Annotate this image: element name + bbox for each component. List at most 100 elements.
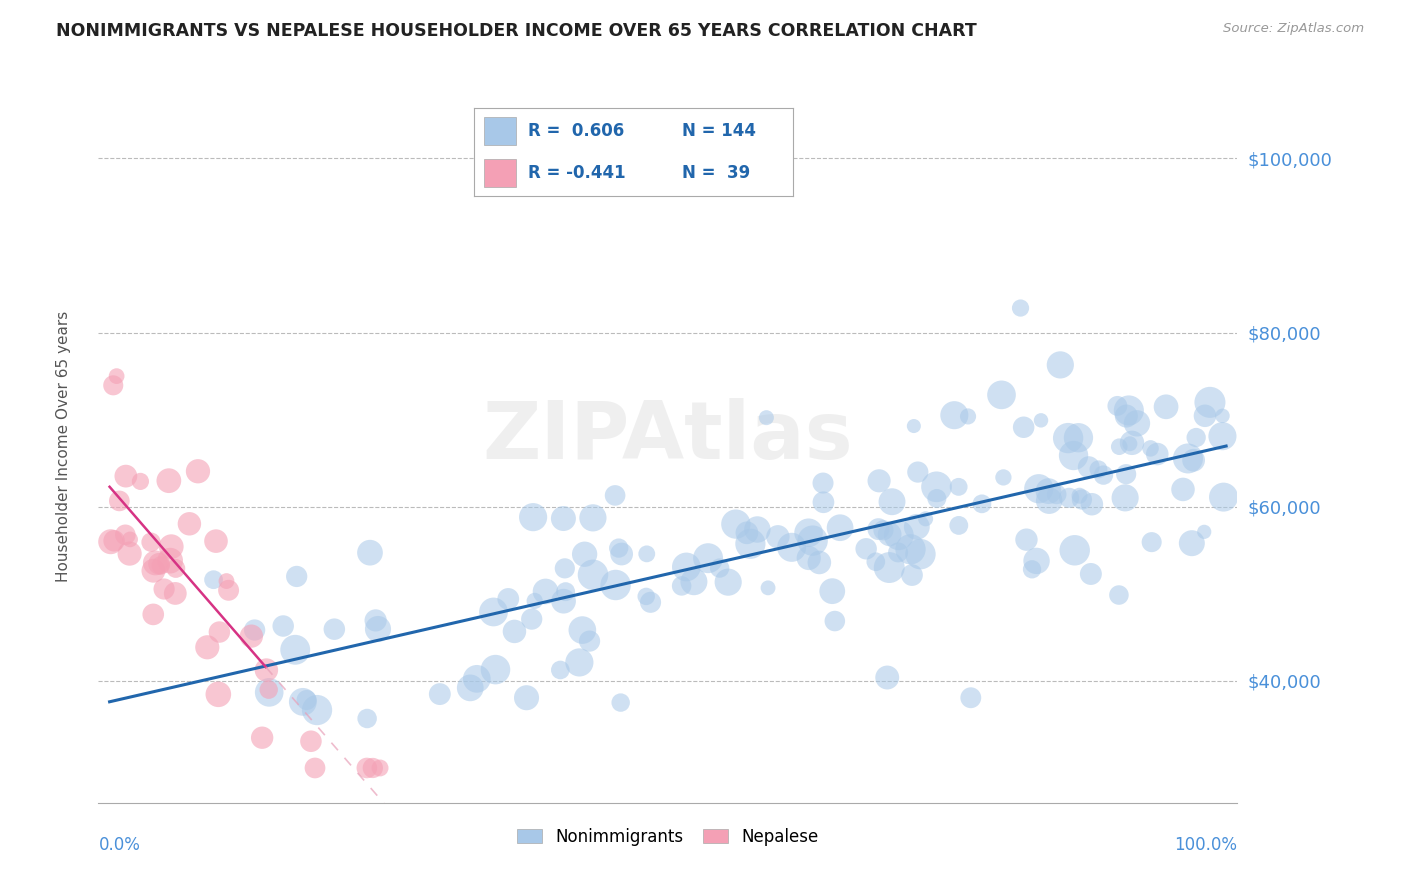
Point	[605, 578, 627, 592]
Text: ZIPAtlas: ZIPAtlas	[482, 398, 853, 476]
Point	[1029, 413, 1052, 427]
Point	[145, 556, 167, 570]
Point	[523, 594, 546, 608]
Point	[959, 690, 981, 705]
Point	[1121, 435, 1143, 450]
Point	[356, 711, 378, 725]
Point	[108, 494, 131, 508]
Point	[943, 408, 966, 422]
Point	[1115, 409, 1137, 423]
Point	[208, 625, 231, 640]
Point	[179, 516, 201, 531]
Point	[607, 541, 630, 555]
Text: Source: ZipAtlas.com: Source: ZipAtlas.com	[1223, 22, 1364, 36]
Point	[522, 510, 544, 524]
Point	[717, 575, 740, 590]
Point	[458, 681, 481, 695]
Point	[636, 590, 658, 604]
Point	[828, 521, 851, 535]
Point	[1119, 436, 1142, 450]
Legend: Nonimmigrants, Nepalese: Nonimmigrants, Nepalese	[517, 828, 818, 846]
Point	[368, 761, 391, 775]
Point	[1012, 420, 1035, 434]
Point	[683, 574, 706, 589]
Point	[285, 569, 308, 583]
Point	[1212, 490, 1234, 504]
Point	[429, 687, 451, 701]
Point	[756, 581, 779, 595]
Point	[1107, 399, 1129, 413]
Point	[304, 761, 326, 775]
Point	[640, 595, 662, 609]
Point	[1140, 535, 1163, 549]
Point	[877, 560, 900, 574]
Point	[1108, 588, 1130, 602]
Point	[957, 409, 980, 424]
Point	[603, 488, 626, 502]
Point	[1077, 460, 1099, 475]
Point	[1115, 467, 1137, 482]
Point	[1025, 554, 1047, 568]
Point	[1154, 400, 1177, 414]
Point	[205, 534, 228, 549]
Point	[160, 540, 183, 554]
Point	[1177, 451, 1199, 466]
Point	[305, 703, 328, 717]
Point	[1071, 492, 1094, 507]
Point	[671, 579, 693, 593]
Point	[484, 663, 506, 677]
Point	[925, 480, 948, 494]
Point	[868, 474, 890, 488]
Point	[299, 734, 322, 748]
Point	[114, 528, 136, 542]
Point	[295, 693, 318, 707]
Text: Householder Income Over 65 years: Householder Income Over 65 years	[56, 310, 70, 582]
Point	[797, 551, 820, 566]
Point	[361, 761, 384, 775]
Point	[482, 605, 505, 619]
Point	[157, 474, 180, 488]
Point	[1021, 562, 1043, 576]
Point	[1010, 301, 1032, 315]
Point	[364, 614, 387, 628]
Point	[195, 640, 218, 655]
Point	[1114, 491, 1136, 505]
Point	[215, 574, 238, 588]
Point	[1146, 447, 1168, 461]
Point	[905, 520, 928, 534]
Point	[990, 388, 1012, 402]
Point	[103, 378, 125, 392]
Text: 100.0%: 100.0%	[1174, 836, 1237, 854]
Point	[356, 761, 378, 775]
Point	[1139, 442, 1161, 456]
Point	[534, 584, 557, 599]
Point	[159, 554, 181, 568]
Point	[879, 527, 901, 541]
Point	[115, 469, 138, 483]
Point	[872, 523, 894, 537]
Point	[465, 672, 488, 686]
Point	[148, 557, 170, 571]
Point	[149, 558, 172, 573]
Point	[1080, 566, 1102, 581]
Point	[257, 682, 280, 697]
Point	[550, 663, 572, 677]
Point	[118, 547, 141, 561]
Point	[925, 491, 948, 506]
Point	[801, 533, 824, 548]
Point	[1067, 431, 1090, 445]
Point	[780, 541, 803, 555]
Point	[291, 695, 314, 709]
Point	[578, 634, 600, 648]
Point	[153, 582, 176, 596]
Point	[187, 464, 209, 478]
Point	[948, 480, 970, 494]
Point	[553, 511, 575, 525]
Point	[284, 642, 307, 657]
Point	[1063, 543, 1085, 558]
Point	[218, 583, 240, 598]
Point	[271, 619, 294, 633]
Point	[1118, 403, 1140, 417]
Point	[1057, 431, 1080, 445]
Point	[907, 465, 929, 479]
